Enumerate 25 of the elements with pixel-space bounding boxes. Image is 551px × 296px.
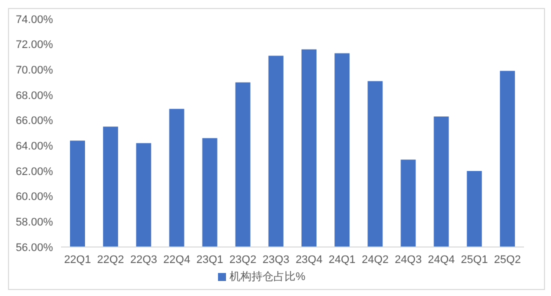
x-tick-label: 24Q1 bbox=[328, 254, 356, 266]
x-tick-label: 24Q4 bbox=[428, 254, 455, 266]
x-tick-label: 23Q2 bbox=[229, 254, 256, 266]
x-tick-label: 24Q3 bbox=[394, 254, 422, 266]
x-tick-label: 22Q4 bbox=[163, 254, 190, 266]
x-tick-label: 25Q1 bbox=[460, 254, 488, 266]
x-tick-label: 22Q2 bbox=[97, 254, 124, 266]
x-tick-label: 23Q3 bbox=[262, 254, 290, 266]
y-tick-label: 56.00% bbox=[16, 242, 54, 254]
y-tick-label: 58.00% bbox=[16, 216, 54, 229]
x-tick-label: 23Q4 bbox=[296, 254, 322, 266]
y-tick-label: 68.00% bbox=[16, 90, 54, 102]
legend-label: 机构持仓占比% bbox=[230, 271, 306, 283]
x-tick-label: 22Q1 bbox=[64, 254, 91, 266]
x-tick-label: 24Q2 bbox=[362, 254, 389, 266]
y-tick-label: 70.00% bbox=[16, 64, 54, 77]
x-tick-label: 22Q3 bbox=[130, 254, 158, 266]
x-tick-label: 25Q2 bbox=[494, 254, 521, 266]
y-tick-label: 60.00% bbox=[16, 191, 54, 204]
x-tick-label: 23Q1 bbox=[196, 254, 224, 266]
y-tick-label: 72.00% bbox=[16, 39, 54, 52]
y-tick-label: 62.00% bbox=[16, 166, 54, 178]
y-tick-label: 74.00% bbox=[16, 14, 54, 26]
y-tick-label: 66.00% bbox=[16, 115, 54, 128]
y-tick-label: 64.00% bbox=[16, 140, 54, 153]
